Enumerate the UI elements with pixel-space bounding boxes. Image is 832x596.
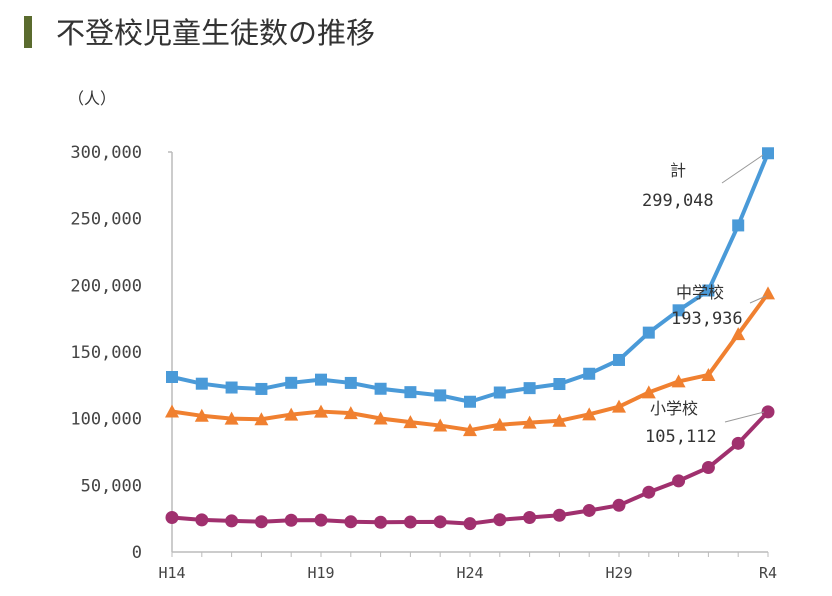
data-point-square xyxy=(672,304,685,317)
data-point-circle xyxy=(672,474,686,488)
data-point-square xyxy=(464,395,476,408)
data-point-circle xyxy=(254,515,268,529)
data-point-square xyxy=(344,376,357,389)
y-tick-label: 300,000 xyxy=(70,143,142,163)
data-point-triangle xyxy=(314,404,328,418)
series-middle-school xyxy=(165,286,775,437)
data-point-square xyxy=(374,382,387,395)
value-label-middle: 193,936 xyxy=(671,309,743,329)
y-tick-label: 250,000 xyxy=(70,210,142,230)
data-point-square xyxy=(404,386,417,399)
data-point-square xyxy=(732,219,745,232)
chart-title: 不登校児童生徒数の推移 xyxy=(56,16,376,50)
data-point-triangle xyxy=(284,407,299,421)
data-point-triangle xyxy=(612,399,626,413)
x-tick-label: H19 xyxy=(307,564,334,582)
data-point-square xyxy=(493,386,506,399)
value-label-elementary: 105,112 xyxy=(645,427,717,447)
data-point-square xyxy=(166,370,178,383)
data-point-square xyxy=(762,147,774,160)
data-point-triangle xyxy=(165,404,179,418)
series-total xyxy=(166,147,774,408)
x-tick-label: H24 xyxy=(456,564,483,582)
data-point-circle xyxy=(463,517,477,531)
data-point-triangle xyxy=(463,423,477,437)
data-point-triangle xyxy=(433,418,448,432)
data-point-circle xyxy=(761,405,775,419)
y-axis-unit-label: （人） xyxy=(68,89,116,108)
y-tick-label: 50,000 xyxy=(81,476,142,496)
data-point-circle xyxy=(195,513,209,527)
data-point-triangle xyxy=(641,385,656,399)
data-point-circle xyxy=(314,513,328,527)
data-point-circle xyxy=(552,508,566,522)
data-point-circle xyxy=(612,498,626,512)
series-label-elementary: 小学校 xyxy=(650,399,698,418)
x-tick-label: H14 xyxy=(158,564,185,582)
data-point-triangle xyxy=(403,415,418,429)
series-label-total: 計 xyxy=(670,161,686,180)
data-point-circle xyxy=(374,515,388,529)
data-point-square xyxy=(523,382,536,395)
data-point-square xyxy=(613,353,625,366)
data-point-triangle xyxy=(254,412,269,426)
data-point-square xyxy=(583,367,596,380)
data-point-circle xyxy=(731,436,745,450)
leader-line-middle xyxy=(749,295,767,304)
data-point-circle xyxy=(433,515,447,529)
data-point-circle xyxy=(403,515,417,529)
data-point-square xyxy=(553,378,566,391)
data-point-triangle xyxy=(194,408,209,422)
x-tick-label: R4 xyxy=(759,564,777,582)
data-point-circle xyxy=(165,511,179,525)
data-point-triangle xyxy=(731,327,746,341)
data-point-triangle xyxy=(552,413,567,427)
data-point-square xyxy=(195,377,208,390)
data-point-triangle xyxy=(373,411,388,425)
data-point-square xyxy=(642,326,655,339)
series-label-middle: 中学校 xyxy=(676,283,724,302)
title-accent-bar xyxy=(24,16,32,48)
data-point-circle xyxy=(642,485,656,499)
data-point-triangle xyxy=(492,417,507,431)
data-point-triangle xyxy=(701,367,716,381)
data-point-circle xyxy=(225,514,239,528)
leader-line-total xyxy=(721,154,764,184)
x-tick-label: H29 xyxy=(605,564,632,582)
value-label-total: 299,048 xyxy=(642,191,714,211)
leader-line-elementary xyxy=(724,411,765,423)
data-point-circle xyxy=(284,513,298,527)
data-point-square xyxy=(434,389,447,402)
y-tick-label: 200,000 xyxy=(70,276,142,296)
data-point-circle xyxy=(493,513,507,527)
data-point-square xyxy=(702,284,715,297)
y-tick-label: 100,000 xyxy=(70,410,142,430)
data-point-square xyxy=(285,376,298,389)
data-point-triangle xyxy=(671,374,686,388)
data-point-triangle xyxy=(343,406,358,420)
series-elementary-school xyxy=(165,405,775,531)
data-point-circle xyxy=(701,461,715,475)
data-point-triangle xyxy=(224,411,239,425)
data-point-circle xyxy=(582,503,596,517)
data-point-circle xyxy=(523,511,537,525)
data-point-square xyxy=(315,373,327,386)
data-point-circle xyxy=(344,515,358,529)
data-point-square xyxy=(255,382,268,395)
data-point-triangle xyxy=(582,407,597,421)
data-point-square xyxy=(225,381,238,394)
data-point-triangle xyxy=(522,415,537,429)
y-tick-label: 0 xyxy=(132,543,142,563)
y-tick-label: 150,000 xyxy=(70,343,142,363)
